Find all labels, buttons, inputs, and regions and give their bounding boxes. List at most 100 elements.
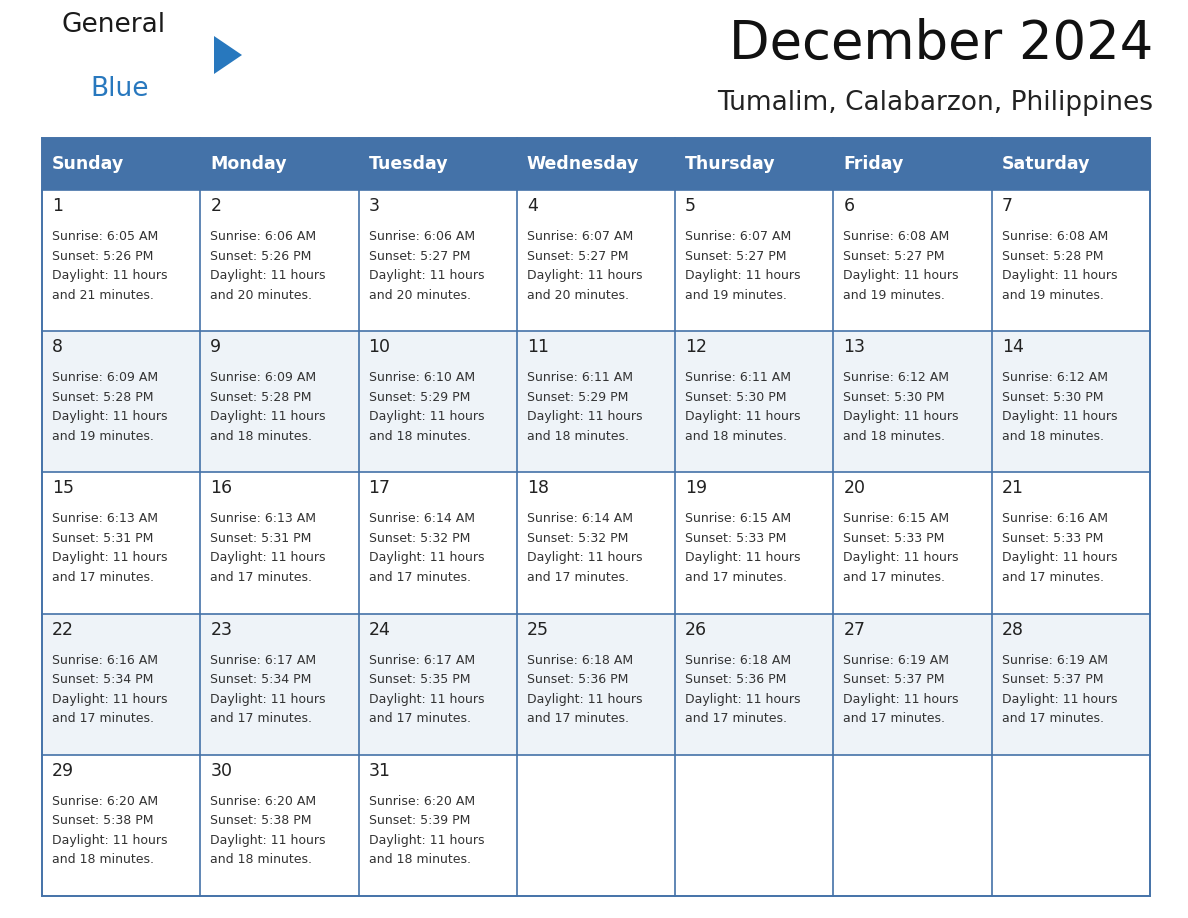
Text: Daylight: 11 hours: Daylight: 11 hours [368,834,484,846]
Text: and 18 minutes.: and 18 minutes. [1001,430,1104,442]
Text: Sunrise: 6:19 AM: Sunrise: 6:19 AM [843,654,949,666]
Text: Daylight: 11 hours: Daylight: 11 hours [210,269,326,282]
Text: and 19 minutes.: and 19 minutes. [685,288,786,301]
Text: 19: 19 [685,479,707,498]
Text: Daylight: 11 hours: Daylight: 11 hours [368,410,484,423]
Text: and 17 minutes.: and 17 minutes. [685,712,788,725]
Bar [834,190,992,331]
Text: and 17 minutes.: and 17 minutes. [368,712,470,725]
Text: Sunrise: 6:20 AM: Sunrise: 6:20 AM [52,795,158,808]
Text: Sunrise: 6:14 AM: Sunrise: 6:14 AM [368,512,474,525]
Text: Friday: Friday [843,155,904,173]
Text: Sunset: 5:27 PM: Sunset: 5:27 PM [685,250,786,263]
Text: Monday: Monday [210,155,287,173]
Bar [834,473,992,613]
Text: Sunrise: 6:08 AM: Sunrise: 6:08 AM [843,230,949,243]
Text: Sunset: 5:27 PM: Sunset: 5:27 PM [843,250,944,263]
Bar [834,755,992,896]
Text: Daylight: 11 hours: Daylight: 11 hours [843,692,959,706]
Bar [517,473,675,613]
Text: 1: 1 [52,197,63,215]
Text: Sunrise: 6:13 AM: Sunrise: 6:13 AM [210,512,316,525]
Text: Daylight: 11 hours: Daylight: 11 hours [526,410,643,423]
Text: Sunrise: 6:08 AM: Sunrise: 6:08 AM [1001,230,1108,243]
Text: 23: 23 [210,621,233,639]
Text: Daylight: 11 hours: Daylight: 11 hours [1001,410,1117,423]
Text: General: General [62,12,166,38]
Text: Sunrise: 6:17 AM: Sunrise: 6:17 AM [210,654,316,666]
Text: 12: 12 [685,338,707,356]
Text: Thursday: Thursday [685,155,776,173]
Text: 5: 5 [685,197,696,215]
Text: Sunset: 5:36 PM: Sunset: 5:36 PM [685,673,786,686]
Text: and 17 minutes.: and 17 minutes. [843,712,946,725]
Text: Sunset: 5:28 PM: Sunset: 5:28 PM [52,391,153,404]
Text: Daylight: 11 hours: Daylight: 11 hours [52,269,168,282]
Bar [42,190,201,331]
Text: 7: 7 [1001,197,1012,215]
Text: 28: 28 [1001,621,1024,639]
Text: Sunset: 5:27 PM: Sunset: 5:27 PM [368,250,470,263]
Text: Sunrise: 6:09 AM: Sunrise: 6:09 AM [52,371,158,385]
Text: 14: 14 [1001,338,1024,356]
Text: Sunset: 5:30 PM: Sunset: 5:30 PM [685,391,786,404]
Text: and 18 minutes.: and 18 minutes. [368,854,470,867]
Text: Daylight: 11 hours: Daylight: 11 hours [843,410,959,423]
Text: 26: 26 [685,621,707,639]
Text: and 19 minutes.: and 19 minutes. [52,430,154,442]
Bar [992,755,1150,896]
Text: Sunset: 5:38 PM: Sunset: 5:38 PM [52,814,153,827]
Bar [992,331,1150,473]
Text: Daylight: 11 hours: Daylight: 11 hours [1001,692,1117,706]
Text: Sunset: 5:29 PM: Sunset: 5:29 PM [526,391,628,404]
Text: Daylight: 11 hours: Daylight: 11 hours [685,410,801,423]
Text: Sunset: 5:36 PM: Sunset: 5:36 PM [526,673,628,686]
Text: Sunrise: 6:12 AM: Sunrise: 6:12 AM [843,371,949,385]
Text: and 18 minutes.: and 18 minutes. [210,430,312,442]
Text: Sunset: 5:28 PM: Sunset: 5:28 PM [210,391,311,404]
Text: 17: 17 [368,479,391,498]
Text: Sunrise: 6:14 AM: Sunrise: 6:14 AM [526,512,633,525]
Text: Daylight: 11 hours: Daylight: 11 hours [685,552,801,565]
Text: Sunset: 5:33 PM: Sunset: 5:33 PM [1001,532,1104,545]
Text: and 17 minutes.: and 17 minutes. [526,571,628,584]
Text: and 19 minutes.: and 19 minutes. [843,288,946,301]
Text: and 18 minutes.: and 18 minutes. [210,854,312,867]
Bar [201,755,359,896]
Text: Sunrise: 6:10 AM: Sunrise: 6:10 AM [368,371,475,385]
Text: Sunrise: 6:13 AM: Sunrise: 6:13 AM [52,512,158,525]
Text: Sunrise: 6:19 AM: Sunrise: 6:19 AM [1001,654,1107,666]
Text: Sunset: 5:34 PM: Sunset: 5:34 PM [210,673,311,686]
Text: Daylight: 11 hours: Daylight: 11 hours [685,692,801,706]
Text: Daylight: 11 hours: Daylight: 11 hours [685,269,801,282]
Text: Sunrise: 6:17 AM: Sunrise: 6:17 AM [368,654,475,666]
Bar [42,613,201,755]
Text: Daylight: 11 hours: Daylight: 11 hours [210,834,326,846]
Text: 20: 20 [843,479,865,498]
Text: Daylight: 11 hours: Daylight: 11 hours [843,552,959,565]
Text: 16: 16 [210,479,233,498]
Bar [675,755,834,896]
Bar [42,138,201,190]
Text: 4: 4 [526,197,538,215]
Polygon shape [214,36,242,74]
Text: and 17 minutes.: and 17 minutes. [52,571,154,584]
Text: December 2024: December 2024 [728,18,1154,70]
Bar [834,331,992,473]
Text: Sunrise: 6:06 AM: Sunrise: 6:06 AM [368,230,475,243]
Text: 11: 11 [526,338,549,356]
Text: and 18 minutes.: and 18 minutes. [526,430,628,442]
Text: 30: 30 [210,762,233,779]
Bar [675,613,834,755]
Text: and 20 minutes.: and 20 minutes. [210,288,312,301]
Text: 2: 2 [210,197,221,215]
Bar [359,190,517,331]
Text: Blue: Blue [90,76,148,102]
Bar [517,613,675,755]
Bar [201,138,359,190]
Text: 6: 6 [843,197,854,215]
Bar [675,473,834,613]
Text: Daylight: 11 hours: Daylight: 11 hours [526,269,643,282]
Bar [42,473,201,613]
Text: Sunrise: 6:11 AM: Sunrise: 6:11 AM [685,371,791,385]
